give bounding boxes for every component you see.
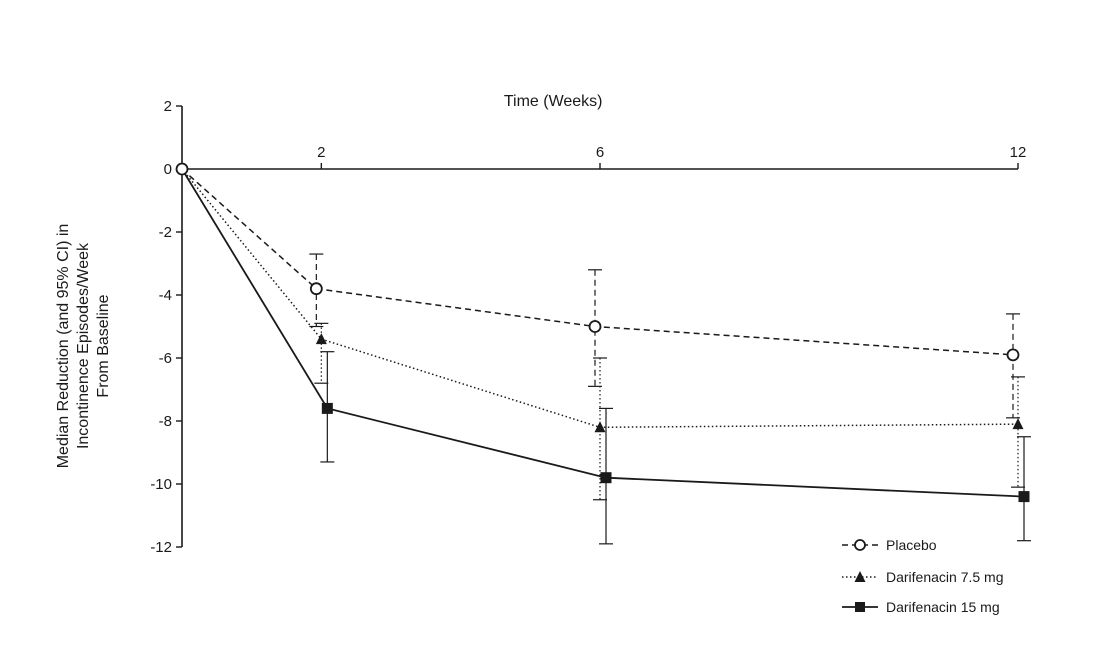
y-tick-label: -4 [159, 287, 172, 304]
data-point [594, 421, 606, 433]
legend-item-placebo: Placebo [842, 537, 937, 553]
x-axis-title: Time (Weeks) [504, 93, 603, 110]
data-point [315, 333, 327, 345]
y-axis-title-line-2: Incontinence Episodes/Week [75, 242, 92, 449]
data-point [1018, 491, 1030, 503]
data-point-baseline [175, 162, 189, 176]
y-tick-label: -12 [150, 539, 172, 556]
series-filled-square [181, 168, 1031, 545]
legend-marker-square [855, 602, 865, 612]
data-point [309, 282, 323, 296]
y-tick-label: -10 [150, 476, 172, 493]
data-point [600, 472, 612, 484]
series-line [181, 168, 1025, 498]
series-open-circle [181, 168, 1020, 419]
legend-item-darifenacin-15: Darifenacin 15 mg [842, 599, 1000, 615]
x-ticks: 2 6 12 [317, 144, 1026, 169]
legend-marker-open-circle [854, 539, 866, 551]
series-line [181, 168, 1019, 429]
series-filled-triangle [181, 168, 1025, 501]
data-point [321, 402, 333, 414]
y-tick-label: -2 [159, 224, 172, 241]
y-axis-title-line-1: Median Reduction (and 95% CI) in [55, 224, 72, 469]
series-layer [175, 162, 1031, 545]
y-tick-label: 0 [164, 161, 172, 178]
x-tick-label: 2 [317, 144, 325, 161]
legend-item-darifenacin-7-5: Darifenacin 7.5 mg [842, 569, 1004, 585]
data-point [1012, 418, 1024, 430]
y-tick-label: -6 [159, 350, 172, 367]
legend-label-darifenacin-15: Darifenacin 15 mg [886, 599, 1000, 615]
data-point [588, 320, 602, 333]
x-tick-label: 12 [1010, 144, 1027, 161]
y-axis-title-line-3: From Baseline [95, 294, 112, 397]
legend: Placebo Darifenacin 7.5 mg Darifenacin 1… [842, 537, 1004, 615]
y-ticks: 2 0 -2 -4 -6 -8 -10 -12 [150, 98, 182, 556]
data-point [1006, 348, 1020, 362]
legend-marker-triangle [854, 571, 866, 582]
legend-label-darifenacin-7-5: Darifenacin 7.5 mg [886, 569, 1004, 585]
legend-label-placebo: Placebo [886, 537, 937, 553]
y-axis-title: Median Reduction (and 95% CI) in Inconti… [55, 224, 112, 469]
x-tick-label: 6 [596, 144, 604, 161]
series-line [181, 168, 1014, 356]
y-tick-label: 2 [164, 98, 172, 115]
y-tick-label: -8 [159, 413, 172, 430]
